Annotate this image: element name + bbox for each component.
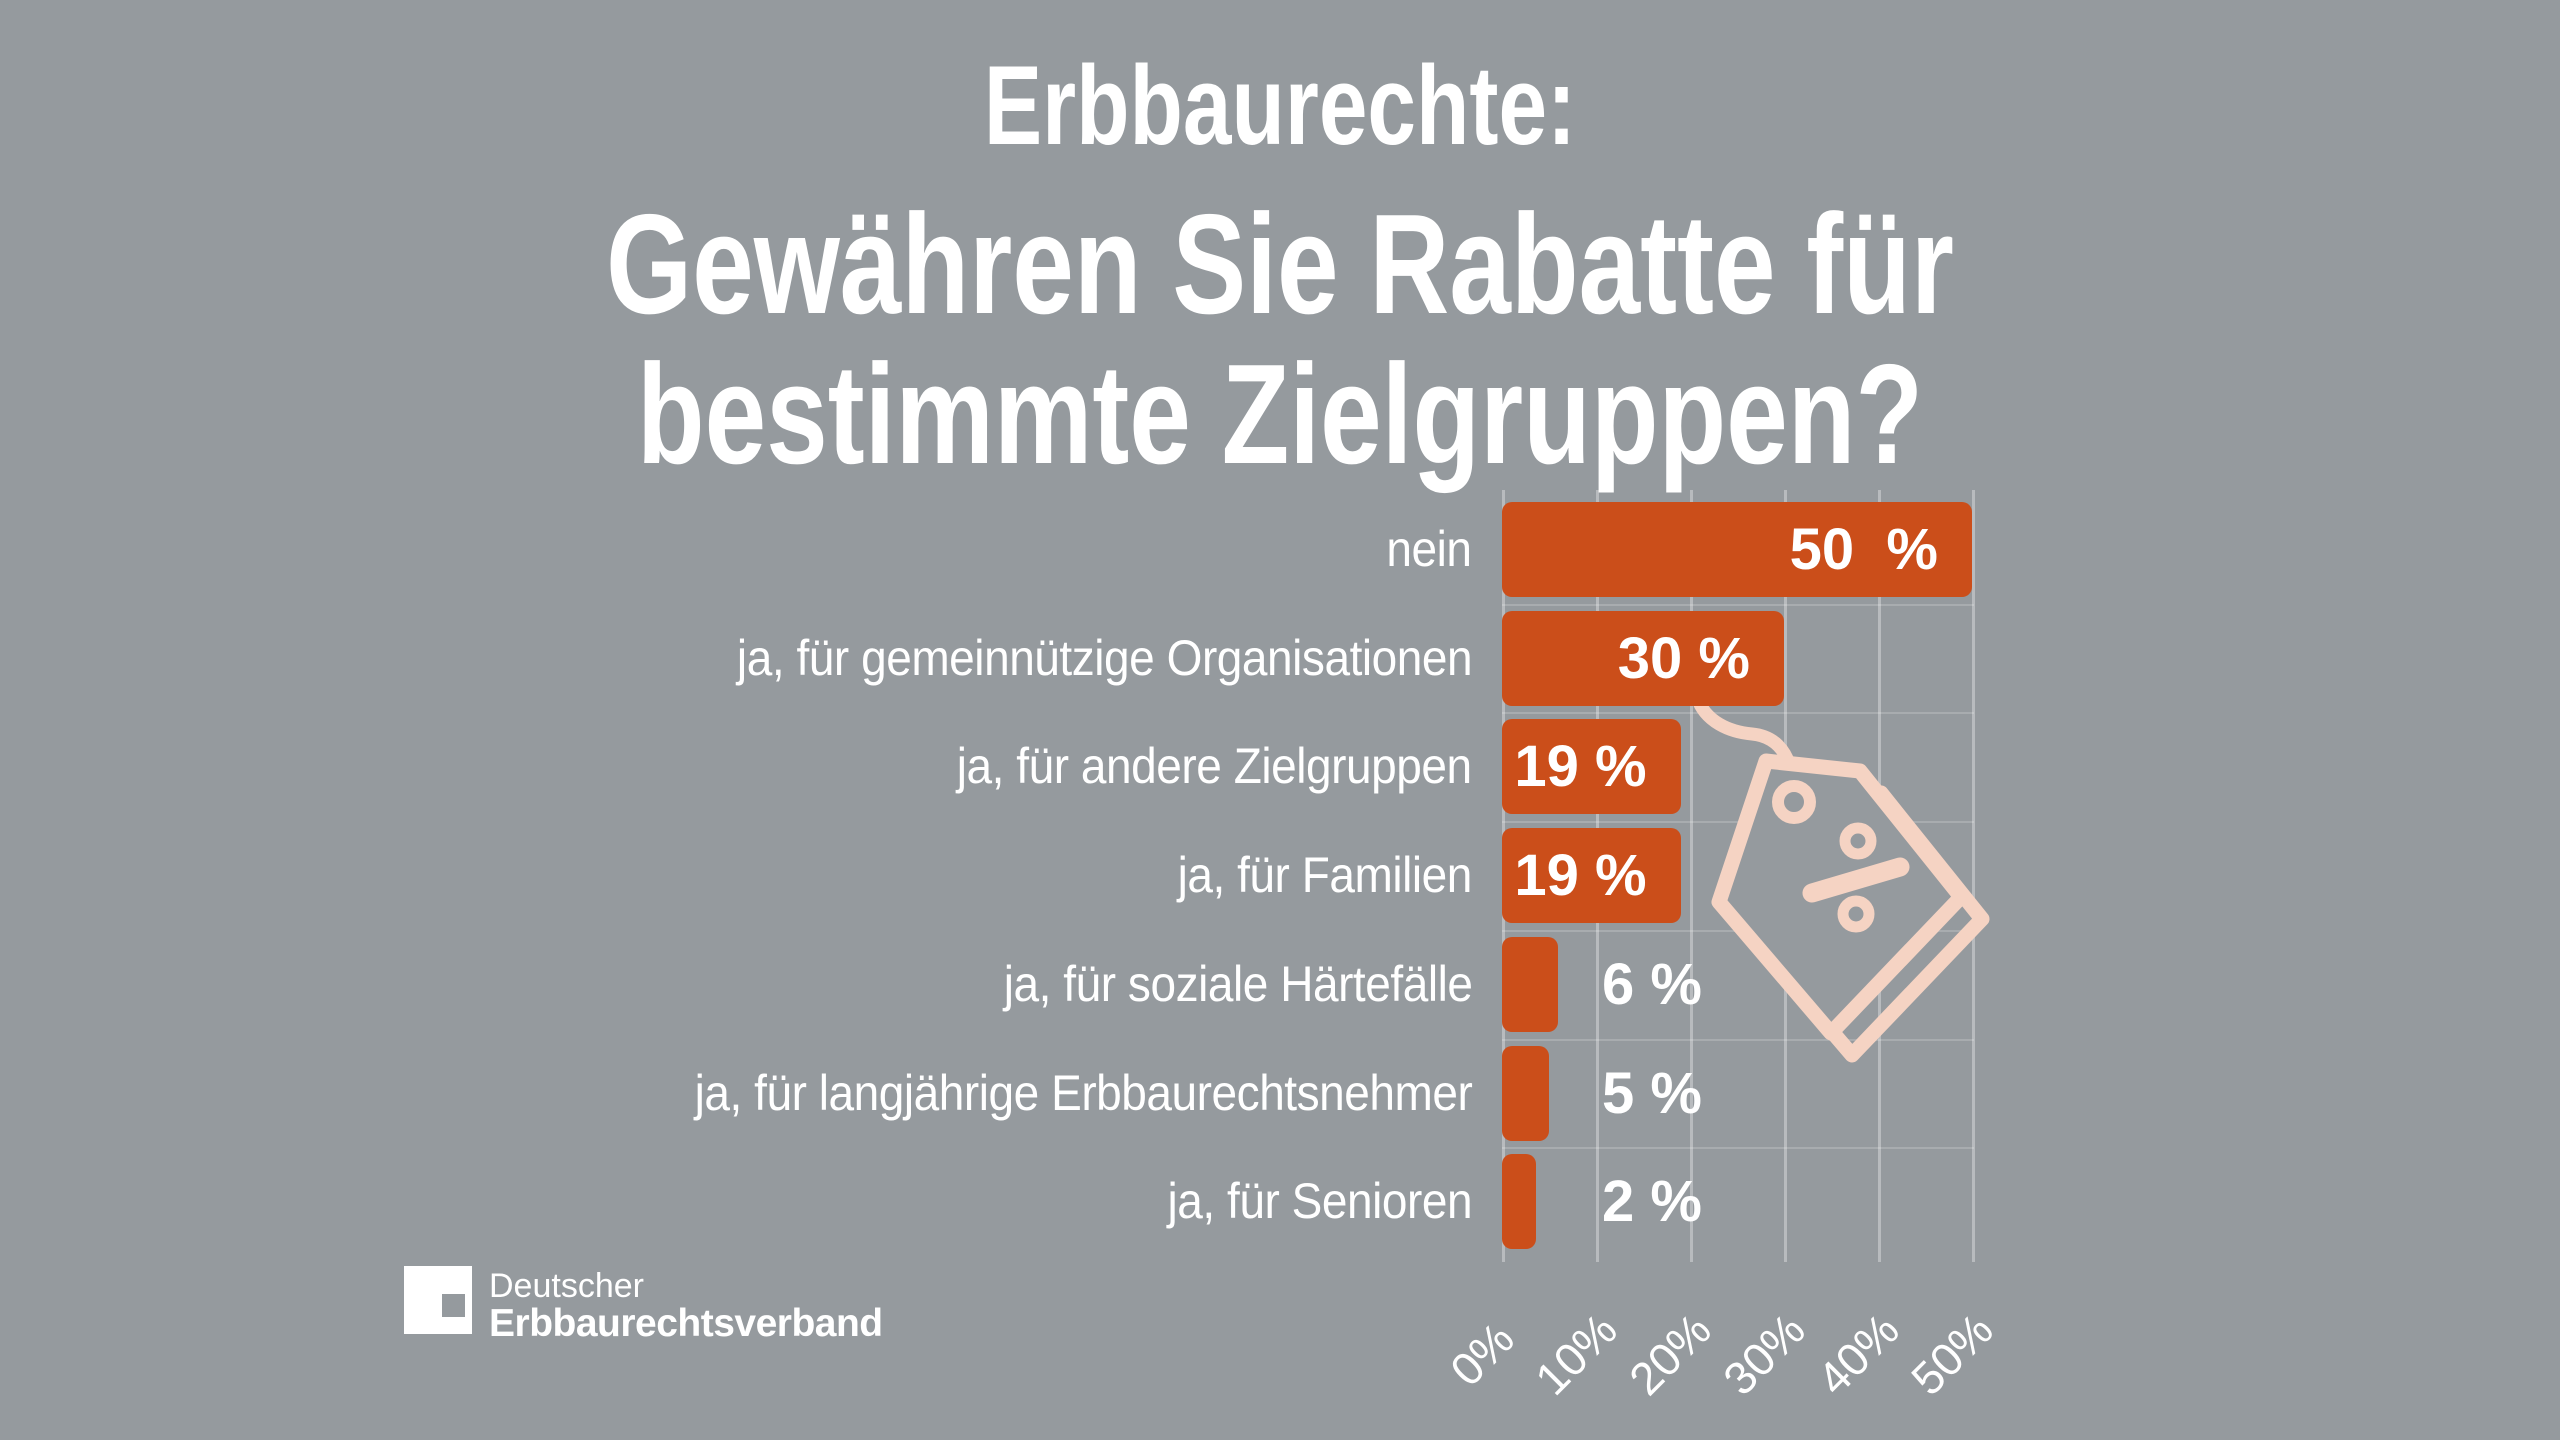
row-separator [1502,1038,1974,1041]
bar-2: 19 % [1502,719,1681,815]
bar-1: 30 % [1502,610,1784,706]
bar-value-label: 50 % [1789,517,1938,582]
bar-0: 50 % [1502,502,1972,597]
bar-value-label: 19 % [1514,734,1647,800]
plot-area: 0% 10% 20% 30% 40% 50% 50 % 30 % 19 % 19 % 6 % 5 % 2… [1440,490,2003,1405]
percent-dot-top [1839,822,1877,860]
percent-slash [1802,857,1910,903]
page-title-line-1: Gewähren Sie Rabatte für [606,185,1954,344]
percent-dot-bottom [1837,895,1875,933]
category-label: ja, für Senioren [1167,1173,1472,1230]
logo: Deutscher Erbbaurechtsverband [404,1266,883,1344]
bar-value-label: 30 % [1617,625,1750,691]
logo-text: Deutscher Erbbaurechtsverband [489,1266,883,1344]
page-title-line-2: bestimmte Zielgruppen? [636,335,1924,494]
bar-value-label: 19 % [1514,843,1647,909]
bar-value-label: 6 % [1602,951,1702,1017]
bar-4 [1502,936,1559,1032]
price-tag-front [1711,753,1969,1041]
grid-line [1972,490,1975,1262]
logo-line-2: Erbbaurechtsverband [489,1302,883,1345]
bar-5 [1502,1045,1549,1141]
bar-6 [1502,1154,1536,1250]
price-tag-percent-icon [1690,690,1990,1063]
category-label: ja, für Familien [1177,847,1473,904]
page-title: Gewähren Sie Rabatte für bestimmte Zielg… [282,190,2279,490]
category-label: nein [1386,521,1473,577]
grid-line [1690,490,1693,1262]
bar-value-label: 2 % [1602,1169,1702,1235]
category-label: ja, für andere Zielgruppen [957,738,1472,795]
row-separator [1502,603,1974,606]
bar-value-label: 5 % [1602,1060,1702,1126]
logo-mark-icon [404,1266,472,1334]
bar-3: 19 % [1502,828,1681,924]
kicker-title: Erbbaurechte: [983,43,1577,168]
category-label: ja, für gemeinnützige Organisationen [736,629,1473,686]
row-separator [1502,712,1974,715]
price-tag-hole [1772,780,1816,824]
category-label: ja, für langjährige Erbbaurechtsnehmer [694,1064,1472,1121]
logo-mark-inner-square [442,1294,465,1317]
category-label: ja, für soziale Härtefälle [1003,955,1472,1012]
logo-line-1: Deutscher [489,1267,644,1305]
row-separator [1502,1147,1974,1150]
